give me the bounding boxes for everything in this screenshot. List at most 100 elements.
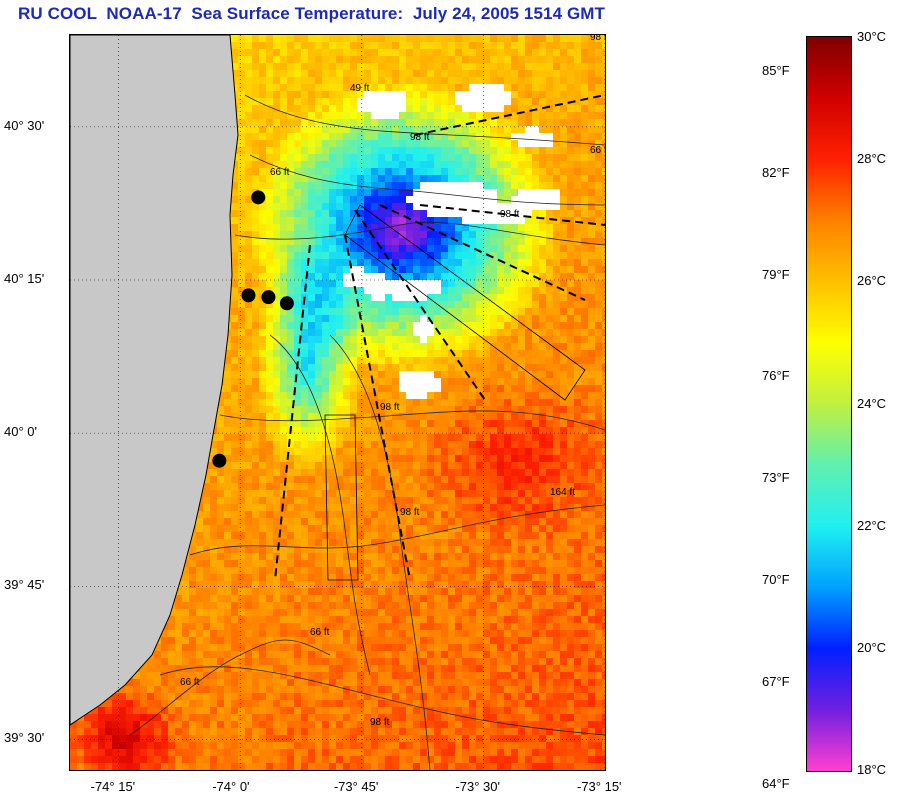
sst-cell	[427, 49, 435, 57]
sst-cell	[455, 336, 463, 344]
sst-cell	[301, 273, 309, 281]
sst-cell	[567, 385, 575, 393]
sst-cell	[322, 98, 330, 106]
sst-cell	[525, 322, 533, 330]
sst-cell	[525, 140, 533, 148]
sst-cell	[490, 301, 498, 309]
sst-cell	[511, 371, 519, 379]
sst-cell	[574, 427, 582, 435]
sst-cell	[371, 483, 379, 491]
sst-cell	[315, 56, 323, 64]
sst-cell	[224, 406, 232, 414]
sst-cell	[385, 329, 393, 337]
sst-cell	[511, 329, 519, 337]
sst-cell	[504, 203, 512, 211]
sst-cell	[294, 210, 302, 218]
sst-cell	[553, 392, 561, 400]
sst-cell	[497, 287, 505, 295]
sst-cell	[287, 385, 295, 393]
sst-cell	[462, 161, 470, 169]
sst-cell	[539, 385, 547, 393]
sst-cell	[588, 378, 596, 386]
sst-cell	[546, 392, 554, 400]
sst-cell	[308, 147, 316, 155]
sst-cell	[462, 273, 470, 281]
sst-cell	[462, 49, 470, 57]
sst-cell	[273, 280, 281, 288]
sst-cell	[259, 322, 267, 330]
sst-cell	[413, 273, 421, 281]
sst-cell	[280, 42, 288, 50]
sst-cell	[301, 315, 309, 323]
sst-cell	[462, 406, 470, 414]
sst-cell	[238, 308, 246, 316]
sst-cell	[518, 119, 526, 127]
sst-cell	[574, 406, 582, 414]
sst-cell	[252, 413, 260, 421]
sst-cell	[406, 189, 414, 197]
sst-cell	[259, 91, 267, 99]
sst-cell	[553, 238, 561, 246]
sst-cell	[399, 217, 407, 225]
sst-cell	[406, 399, 414, 407]
sst-cell	[350, 455, 358, 463]
sst-cell	[238, 469, 246, 477]
sst-cell	[448, 427, 456, 435]
sst-cell	[413, 238, 421, 246]
sst-cell	[245, 154, 253, 162]
sst-cell	[273, 378, 281, 386]
sst-cell	[539, 84, 547, 92]
sst-cell	[427, 252, 435, 260]
sst-cell	[455, 266, 463, 274]
sst-cell	[567, 42, 575, 50]
sst-cell	[259, 420, 267, 428]
sst-cell	[336, 476, 344, 484]
sst-cell	[315, 273, 323, 281]
sst-cell	[259, 476, 267, 484]
sst-cell	[420, 63, 428, 71]
sst-cell	[588, 203, 596, 211]
sst-cell	[357, 175, 365, 183]
sst-cell	[252, 308, 260, 316]
sst-cell	[553, 441, 561, 449]
sst-cell	[469, 112, 477, 120]
sst-cell	[581, 119, 589, 127]
sst-cell	[280, 84, 288, 92]
sst-cell	[245, 42, 253, 50]
sst-cell	[280, 175, 288, 183]
sst-cell	[392, 476, 400, 484]
sst-cell	[231, 350, 239, 358]
sst-cell	[308, 280, 316, 288]
sst-cell	[280, 56, 288, 64]
sst-cell	[434, 364, 442, 372]
sst-cell	[308, 343, 316, 351]
sst-cell	[427, 112, 435, 120]
sst-cell	[476, 462, 484, 470]
sst-cell	[504, 231, 512, 239]
sst-cell	[462, 98, 470, 106]
sst-cell	[504, 210, 512, 218]
sst-cell	[455, 147, 463, 155]
sst-cell	[539, 70, 547, 78]
sst-cell	[504, 140, 512, 148]
sst-cell	[287, 126, 295, 134]
sst-cell	[518, 455, 526, 463]
sst-cell	[392, 287, 400, 295]
sst-cell	[518, 385, 526, 393]
sst-cell	[280, 105, 288, 113]
sst-cell	[238, 280, 246, 288]
sst-cell	[539, 287, 547, 295]
sst-cell	[434, 455, 442, 463]
sst-cell	[329, 210, 337, 218]
sst-cell	[413, 483, 421, 491]
sst-cell	[490, 91, 498, 99]
sst-cell	[462, 133, 470, 141]
sst-cell	[574, 49, 582, 57]
sst-cell	[595, 266, 603, 274]
sst-cell	[385, 252, 393, 260]
sst-cell	[511, 392, 519, 400]
sst-cell	[434, 126, 442, 134]
sst-cell	[490, 35, 498, 43]
sst-cell	[455, 462, 463, 470]
sst-cell	[280, 455, 288, 463]
